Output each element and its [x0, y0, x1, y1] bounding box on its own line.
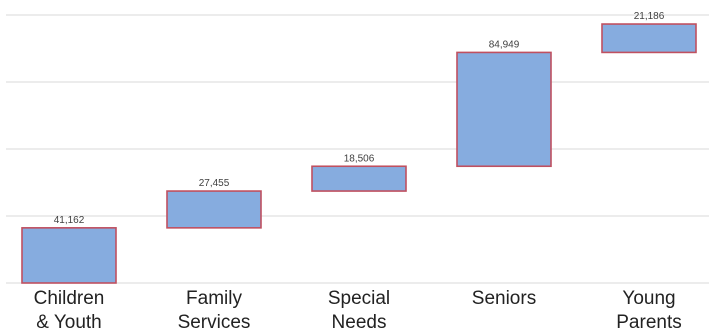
category-label-2-line-1: Needs — [332, 312, 387, 333]
category-label-3: Seniors — [472, 288, 536, 309]
data-label-4: 21,186 — [634, 11, 665, 22]
category-label-4-line-0: Young — [622, 288, 675, 309]
bar-2 — [311, 165, 407, 192]
data-label-3: 84,949 — [489, 39, 520, 50]
bar-3 — [456, 51, 552, 168]
data-label-0: 41,162 — [54, 215, 85, 226]
category-label-0-line-0: Children — [34, 288, 105, 309]
data-label-1: 27,455 — [199, 178, 230, 189]
bar-0 — [21, 227, 117, 284]
data-labels: 41,162 27,455 18,506 84,949 21,186 — [54, 11, 665, 226]
bar-1 — [166, 190, 262, 229]
category-label-1-line-0: Family — [186, 288, 242, 309]
bar-4 — [601, 23, 697, 54]
gridlines — [6, 14, 709, 284]
category-label-4-line-1: Parents — [616, 312, 681, 333]
bars — [21, 23, 697, 284]
category-label-2-line-0: Special — [328, 288, 390, 309]
data-label-2: 18,506 — [344, 153, 375, 164]
category-label-1-line-1: Services — [178, 312, 251, 333]
category-label-0-line-1: & Youth — [36, 312, 102, 333]
category-labels: Children & Youth Family Services Special Need… — [34, 288, 682, 333]
